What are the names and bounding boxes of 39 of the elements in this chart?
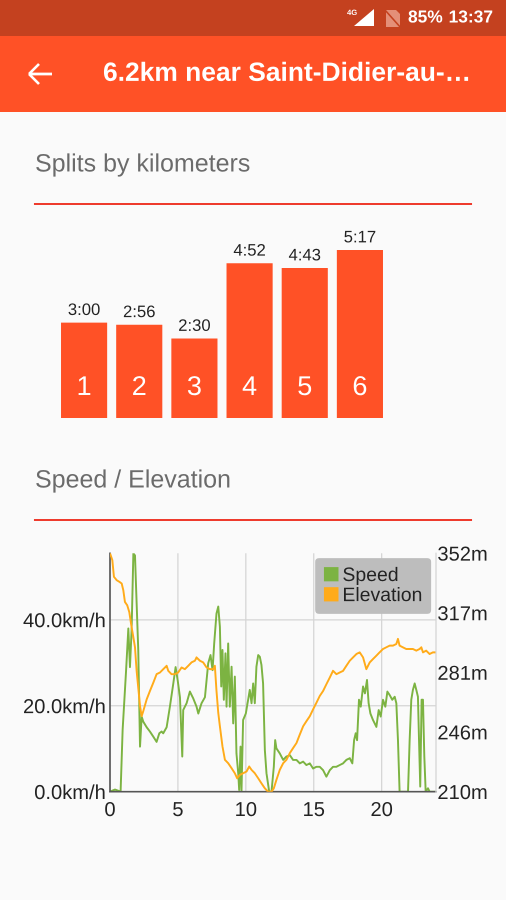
- x-tick-label: 10: [236, 802, 256, 816]
- x-tick-label: 2: [133, 376, 146, 396]
- x-tick-label: 15: [304, 802, 324, 816]
- data-label: 4:43: [288, 248, 320, 261]
- y-tick-label: 0.0km/h: [34, 784, 105, 800]
- y-tick-label: 40.0km/h: [23, 612, 105, 628]
- x-tick-label: 1: [78, 376, 90, 396]
- x-tick-label: 20: [371, 802, 392, 816]
- text: 85%: [408, 10, 442, 23]
- y2-tick-label: 246m: [438, 725, 486, 740]
- bar: [171, 338, 218, 418]
- text: 6.2km near Saint-Didier-au-…: [104, 62, 468, 82]
- x-tick-label: 5: [298, 376, 312, 396]
- data-label: 4:52: [234, 244, 265, 256]
- data-label: 2:30: [179, 319, 210, 332]
- data-label: 3:00: [68, 303, 100, 316]
- y2-tick-label: 210m: [438, 784, 486, 800]
- x-tick-label: 0: [105, 802, 115, 816]
- x-tick-label: 5: [173, 802, 183, 816]
- chart-title: Splits by kilometers: [36, 153, 250, 177]
- bar: [336, 250, 383, 418]
- x-tick-label: 3: [188, 376, 201, 396]
- bar: [61, 322, 108, 418]
- y-tick-label: 20.0km/h: [24, 698, 105, 714]
- bar: [116, 324, 162, 418]
- data-label: 2:56: [124, 305, 155, 318]
- x-tick-label: 4: [242, 376, 256, 396]
- text: 13:37: [450, 10, 492, 23]
- legend-label: Elevation: [344, 586, 422, 602]
- bar: [282, 268, 328, 418]
- chart-title: Speed / Elevation: [36, 469, 230, 493]
- y2-tick-label: 281m: [438, 666, 486, 680]
- data-label: 5:17: [344, 230, 376, 243]
- legend-label: Speed: [343, 566, 398, 586]
- x-tick-label: 6: [354, 376, 366, 396]
- y2-tick-label: 352m: [438, 546, 486, 561]
- line-series: [110, 553, 436, 792]
- y2-tick-label: 317m: [438, 606, 486, 620]
- bar: [226, 263, 273, 418]
